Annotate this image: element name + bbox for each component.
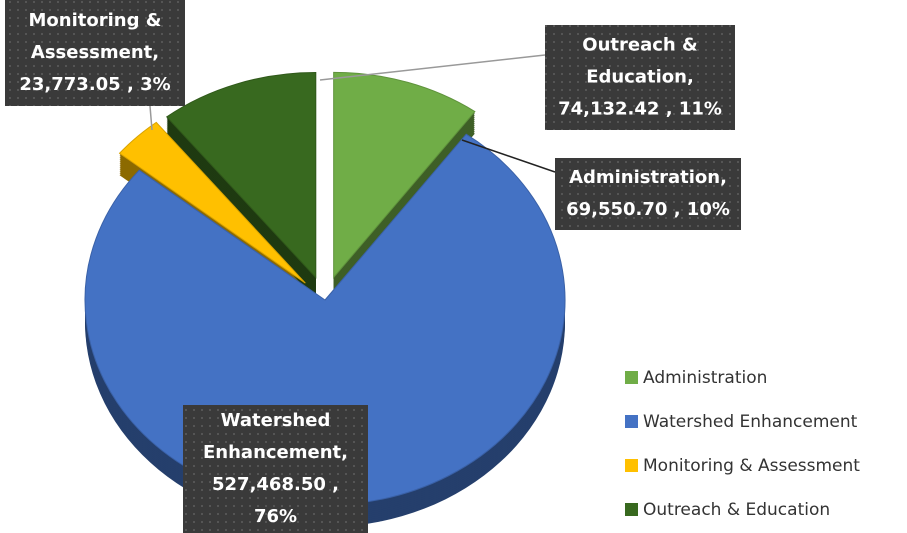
data-label: Education, (586, 67, 694, 88)
label-box (183, 405, 368, 533)
legend-swatch (625, 415, 638, 428)
data-label: Administration, (569, 167, 727, 188)
data-label: 23,773.05 , 3% (19, 74, 170, 95)
label-box (555, 158, 741, 230)
slice (118, 121, 306, 284)
data-label: Outreach & (582, 35, 697, 56)
legend-label: Outreach & Education (643, 500, 830, 520)
data-label: Monitoring & (29, 10, 162, 31)
legend-swatch (625, 503, 638, 516)
data-label: 69,550.70 , 10% (566, 199, 730, 220)
legend: Administration Watershed Enhancement Monit… (625, 368, 860, 520)
slice (165, 72, 317, 279)
data-label: 74,132.42 , 11% (558, 99, 722, 120)
leader-line (149, 105, 153, 131)
data-label: Assessment, (31, 42, 159, 63)
legend-swatch (625, 371, 638, 384)
label-box (545, 25, 735, 130)
data-label: 527,468.50 , (212, 474, 339, 495)
legend-swatch (625, 459, 638, 472)
data-label: Watershed (221, 410, 331, 431)
slice (333, 71, 476, 279)
leader-line (319, 54, 546, 81)
legend-label: Watershed Enhancement (643, 412, 858, 432)
data-labels: Administration, 69,550.70 , 10% Watershed E… (5, 0, 741, 533)
leader-line (461, 139, 556, 173)
label-box (5, 0, 185, 106)
legend-label: Administration (643, 368, 767, 388)
legend-label: Monitoring & Assessment (643, 456, 860, 476)
data-label: 76% (254, 506, 297, 527)
data-label: Enhancement, (203, 442, 348, 463)
